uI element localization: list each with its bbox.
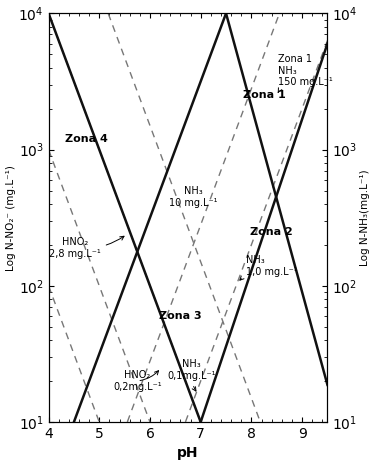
Text: Zona 4: Zona 4 [65, 134, 108, 144]
Text: Zona 2: Zona 2 [250, 226, 293, 237]
Y-axis label: Log N-NO₂⁻ (mg.L⁻¹): Log N-NO₂⁻ (mg.L⁻¹) [6, 165, 15, 271]
Y-axis label: Log N-NH₃(mg.L⁻¹): Log N-NH₃(mg.L⁻¹) [361, 169, 370, 266]
Text: Zona 1: Zona 1 [243, 90, 285, 100]
Text: NH₃
1,0 mg.L⁻¹: NH₃ 1,0 mg.L⁻¹ [240, 255, 298, 280]
Text: HNO₂
2,8 mg.L⁻¹: HNO₂ 2,8 mg.L⁻¹ [49, 236, 124, 259]
Text: Zona 3: Zona 3 [159, 311, 202, 321]
X-axis label: pH: pH [177, 446, 199, 460]
Text: NH₃
0,1mg.L⁻¹: NH₃ 0,1mg.L⁻¹ [167, 359, 216, 391]
Text: HNO₂
0,2mg.L⁻¹: HNO₂ 0,2mg.L⁻¹ [113, 370, 162, 392]
Text: NH₃
10 mg.L⁻¹: NH₃ 10 mg.L⁻¹ [169, 186, 217, 208]
Text: Zona 1
NH₃
150 mg.L⁻¹: Zona 1 NH₃ 150 mg.L⁻¹ [278, 54, 332, 92]
